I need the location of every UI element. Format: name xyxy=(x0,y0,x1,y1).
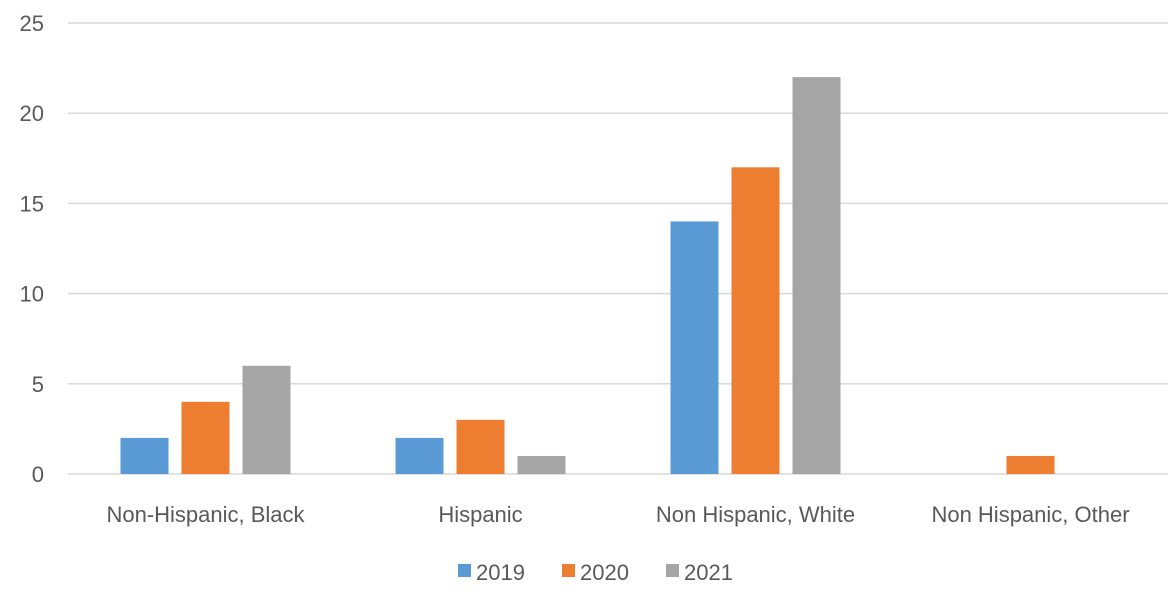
legend-swatch-2020 xyxy=(562,564,575,577)
bar-2019-2 xyxy=(670,221,719,474)
legend-swatch-2021 xyxy=(666,564,679,577)
bar-2019-1 xyxy=(395,437,444,474)
y-tick-label: 25 xyxy=(20,11,44,36)
bar-2021-0 xyxy=(242,365,291,474)
bar-2020-3 xyxy=(1006,455,1055,474)
legend: 2019 2020 2021 xyxy=(458,560,733,585)
y-axis-ticks: 0 5 10 15 20 25 xyxy=(20,11,44,487)
bar-2020-2 xyxy=(731,167,780,474)
bar-2020-1 xyxy=(456,419,505,474)
legend-label: 2021 xyxy=(684,560,733,585)
y-tick-label: 20 xyxy=(20,101,44,126)
bars xyxy=(120,77,1055,475)
x-category-label: Non Hispanic, Other xyxy=(931,502,1129,527)
bar-2021-2 xyxy=(792,77,841,475)
legend-label: 2019 xyxy=(476,560,525,585)
legend-swatch-2019 xyxy=(458,564,471,577)
gridlines xyxy=(68,22,1168,475)
bar-2019-0 xyxy=(120,437,169,474)
bar-2020-0 xyxy=(181,401,230,474)
y-tick-label: 5 xyxy=(32,372,44,397)
y-tick-label: 10 xyxy=(20,282,44,307)
bar-2021-1 xyxy=(517,455,566,474)
x-category-label: Non-Hispanic, Black xyxy=(106,502,305,527)
y-tick-label: 0 xyxy=(32,462,44,487)
x-category-label: Non Hispanic, White xyxy=(656,502,855,527)
legend-label: 2020 xyxy=(580,560,629,585)
x-axis: Non-Hispanic, Black Hispanic Non Hispanic,… xyxy=(106,502,1129,527)
x-category-label: Hispanic xyxy=(438,502,522,527)
y-tick-label: 15 xyxy=(20,191,44,216)
